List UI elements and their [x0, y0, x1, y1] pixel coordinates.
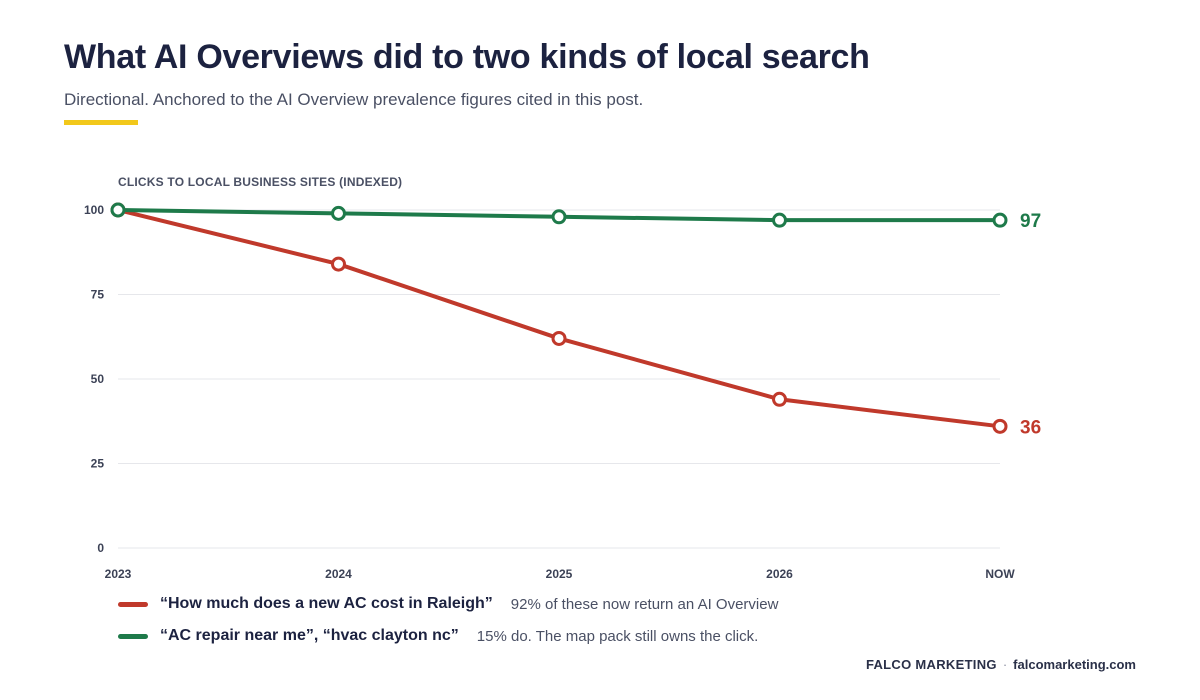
- x-tick-label: 2024: [325, 567, 352, 581]
- accent-bar: [64, 120, 138, 125]
- x-tick-label: 2026: [766, 567, 793, 581]
- chart-title: What AI Overviews did to two kinds of lo…: [64, 38, 870, 76]
- data-point: [110, 202, 126, 218]
- series-lines: [116, 208, 1002, 429]
- gridlines: [118, 209, 1000, 549]
- legend-note-green: 15% do. The map pack still owns the clic…: [476, 627, 759, 645]
- legend-swatch-green: [118, 633, 148, 639]
- legend-item-green: “AC repair near me”, “hvac clayton nc” 1…: [118, 624, 778, 648]
- y-tick-label: 100: [84, 203, 104, 217]
- data-point: [772, 391, 787, 407]
- x-tick-labels: 2023 2024 2025 2026 NOW: [105, 567, 1016, 581]
- series-markers: [110, 202, 1008, 434]
- legend: “How much does a new AC cost in Raleigh”…: [118, 592, 778, 656]
- data-point: [331, 205, 346, 221]
- legend-item-red: “How much does a new AC cost in Raleigh”…: [118, 592, 778, 616]
- footer-url[interactable]: falcomarketing.com: [1013, 657, 1136, 672]
- y-axis-title: CLICKS TO LOCAL BUSINESS SITES (INDEXED): [118, 175, 402, 189]
- data-point: [992, 212, 1008, 228]
- y-tick-label: 25: [91, 457, 105, 471]
- data-point: [551, 330, 567, 346]
- footer-brand: FALCO MARKETING: [865, 657, 997, 672]
- chart-subtitle: Directional. Anchored to the AI Overview…: [64, 90, 644, 109]
- data-point: [772, 212, 787, 228]
- data-point: [992, 418, 1008, 434]
- data-point: [331, 256, 346, 272]
- x-tick-label: 2023: [105, 567, 132, 581]
- footer: FALCO MARKETING · falcomarketing.com: [866, 657, 1136, 672]
- legend-label-green: “AC repair near me”, “hvac clayton nc”: [160, 627, 459, 644]
- footer-separator: ·: [1002, 657, 1008, 672]
- y-tick-label: 75: [91, 288, 105, 302]
- end-label-0: 36: [1020, 417, 1041, 438]
- y-tick-label: 50: [91, 372, 105, 386]
- series-line-0: [116, 208, 1002, 429]
- x-tick-label: 2025: [546, 567, 573, 581]
- data-point: [551, 209, 567, 225]
- x-tick-label: NOW: [985, 567, 1015, 581]
- y-tick-labels: 0 25 50 75 100: [84, 203, 104, 555]
- legend-swatch-red: [118, 601, 148, 607]
- legend-note-red: 92% of these now return an AI Overview: [510, 595, 779, 613]
- end-labels: 36 97: [1020, 211, 1041, 438]
- legend-label-red: “How much does a new AC cost in Raleigh”: [160, 595, 493, 612]
- end-label-1: 97: [1020, 211, 1041, 232]
- y-tick-label: 0: [97, 541, 104, 555]
